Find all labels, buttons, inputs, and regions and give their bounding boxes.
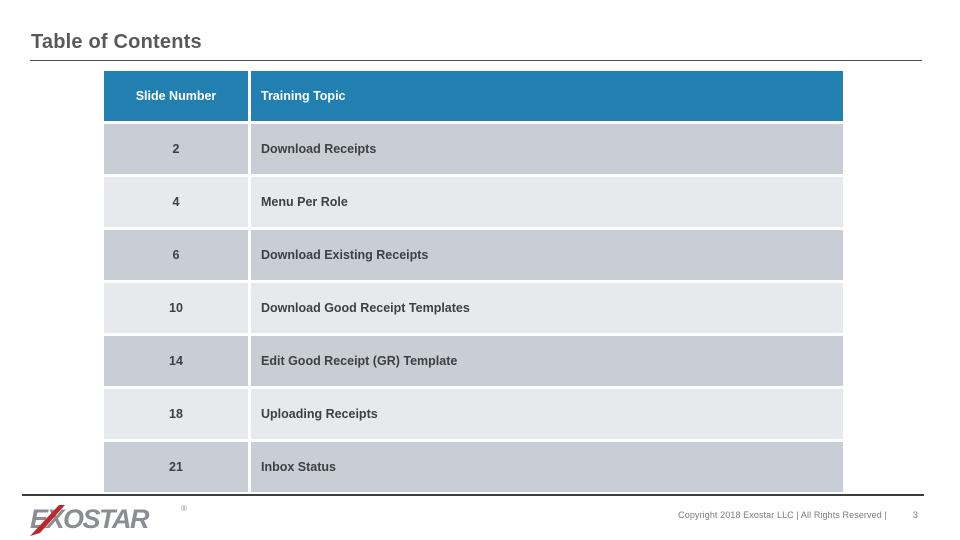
table-cell-slide-number: 2 <box>104 124 248 174</box>
page-title: Table of Contents <box>31 31 202 53</box>
logo-swoosh-icon <box>30 505 65 536</box>
exostar-logo: EXOSTAR ® <box>30 504 187 536</box>
table-cell-topic: Download Existing Receipts <box>251 230 843 280</box>
table-cell-slide-number: 14 <box>104 336 248 386</box>
table-cell-slide-number: 4 <box>104 177 248 227</box>
registered-trademark-icon: ® <box>181 504 187 513</box>
footer-copyright-bar: Copyright 2018 Exostar LLC | All Rights … <box>678 510 918 520</box>
table-cell-topic: Menu Per Role <box>251 177 843 227</box>
table-cell-slide-number: 10 <box>104 283 248 333</box>
table-cell-topic: Edit Good Receipt (GR) Template <box>251 336 843 386</box>
toc-table: Slide Number Training Topic 2 Download R… <box>104 71 843 492</box>
table-cell-slide-number: 18 <box>104 389 248 439</box>
copyright-text: Copyright 2018 Exostar LLC | All Rights … <box>678 510 887 520</box>
table-cell-slide-number: 6 <box>104 230 248 280</box>
page-number: 3 <box>912 510 918 520</box>
title-divider <box>30 60 922 61</box>
table-cell-topic: Inbox Status <box>251 442 843 492</box>
table-cell-topic: Download Good Receipt Templates <box>251 283 843 333</box>
footer-divider <box>22 494 924 496</box>
table-cell-slide-number: 21 <box>104 442 248 492</box>
column-header-slide-number: Slide Number <box>104 71 248 121</box>
table-cell-topic: Uploading Receipts <box>251 389 843 439</box>
column-header-training-topic: Training Topic <box>251 71 843 121</box>
table-cell-topic: Download Receipts <box>251 124 843 174</box>
